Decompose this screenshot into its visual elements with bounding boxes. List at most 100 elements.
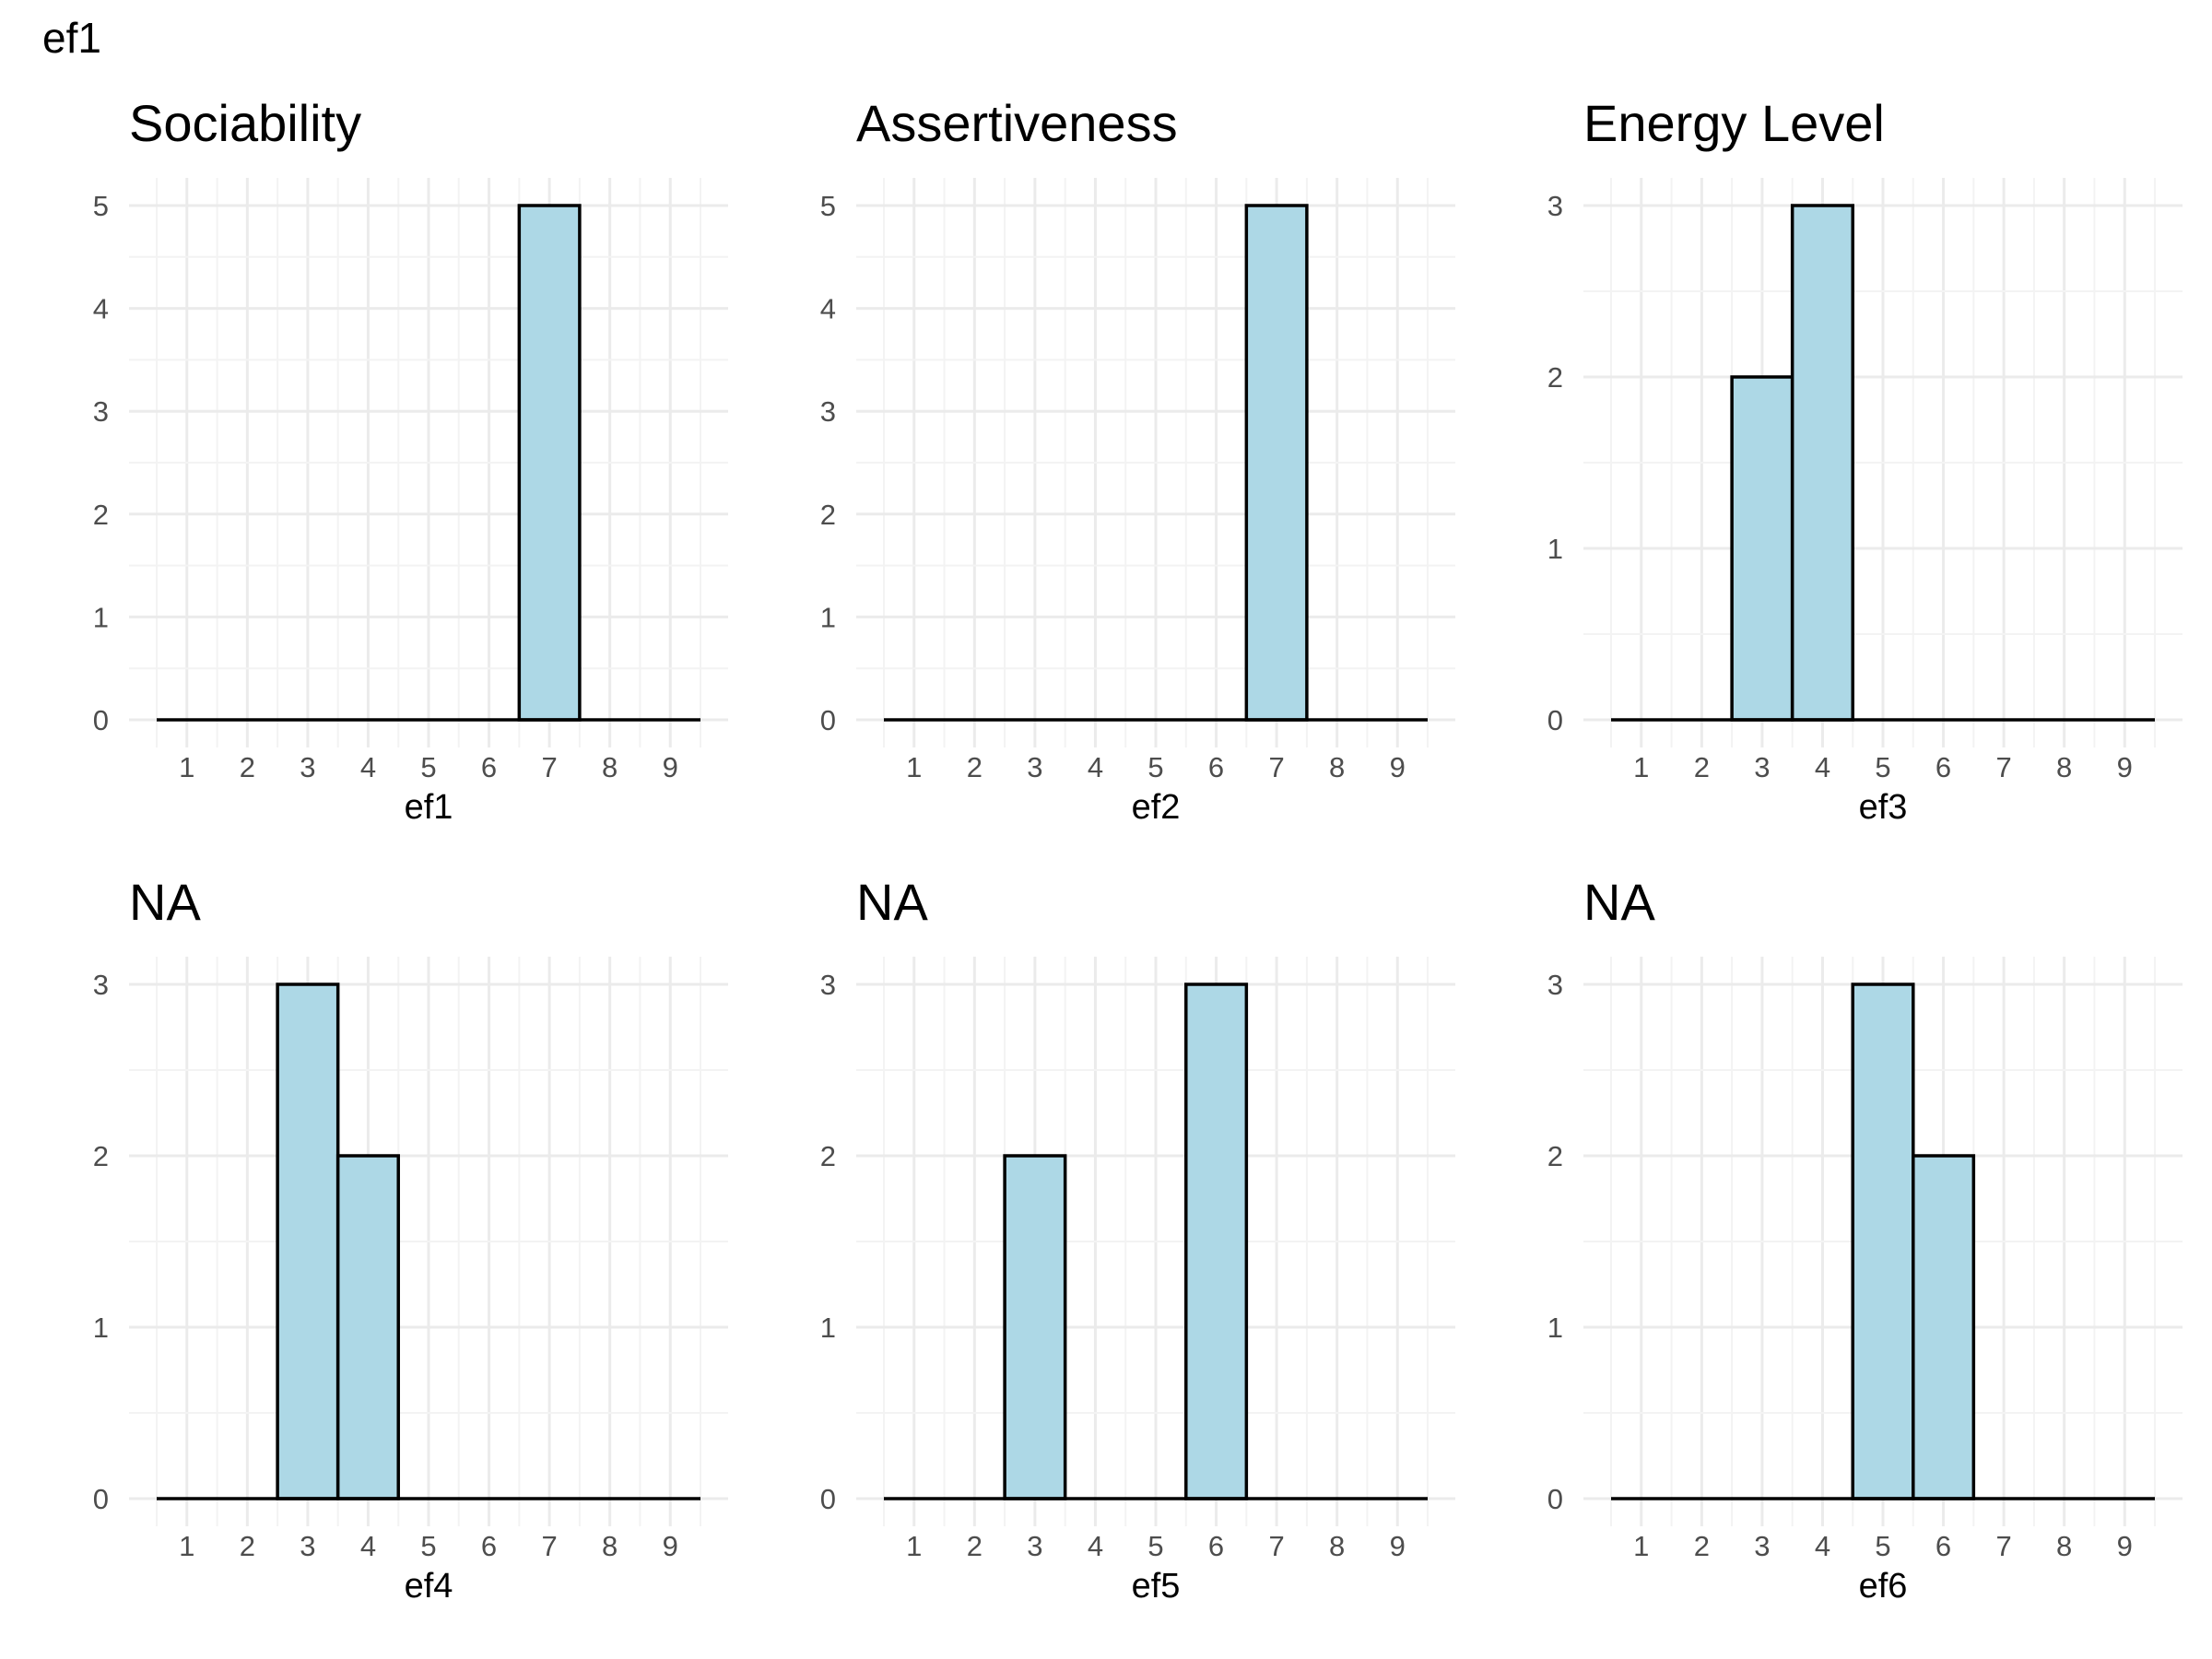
x-tick-label: 8 (1329, 1530, 1345, 1562)
x-tick-label: 9 (663, 1530, 678, 1562)
y-tick-label: 1 (820, 601, 836, 633)
x-tick-label: 8 (602, 1530, 618, 1562)
x-axis-title: ef3 (1859, 788, 1908, 827)
x-tick-label: 7 (1995, 1530, 2011, 1562)
x-axis-title: ef6 (1859, 1567, 1908, 1606)
x-tick-label: 6 (1936, 751, 1951, 783)
panel-title: Assertiveness (856, 94, 1178, 152)
bar-7 (1244, 204, 1309, 722)
y-tick-label: 3 (820, 969, 836, 1001)
x-tick-label: 5 (1875, 1530, 1890, 1562)
bar-6 (1184, 982, 1249, 1500)
y-tick-label: 2 (1547, 1140, 1563, 1172)
x-tick-label: 8 (2056, 751, 2072, 783)
y-tick-label: 4 (820, 293, 836, 325)
y-tick-label: 2 (820, 1140, 836, 1172)
x-tick-label: 4 (1815, 751, 1830, 783)
x-tick-label: 2 (1694, 1530, 1710, 1562)
x-tick-label: 1 (179, 751, 194, 783)
x-tick-label: 4 (1815, 1530, 1830, 1562)
y-tick-label: 3 (93, 395, 109, 428)
y-tick-label: 0 (93, 704, 109, 736)
x-axis-title: ef5 (1132, 1567, 1181, 1606)
y-tick-label: 0 (1547, 1483, 1563, 1515)
x-tick-label: 6 (1208, 751, 1224, 783)
x-tick-label: 5 (420, 1530, 436, 1562)
x-tick-label: 4 (360, 1530, 376, 1562)
x-tick-label: 1 (179, 1530, 194, 1562)
bar-7 (517, 204, 582, 722)
panel-5: 0 1 2 3 1 2 3 4 5 6 7 8 9 ef5 NA (820, 873, 1455, 1606)
x-tick-label: 4 (1088, 1530, 1103, 1562)
y-tick-label: 1 (1547, 1312, 1563, 1344)
y-tick-label: 2 (93, 499, 109, 531)
x-tick-label: 8 (1329, 751, 1345, 783)
x-tick-label: 1 (1633, 751, 1649, 783)
x-axis-title: ef1 (405, 788, 453, 827)
x-tick-label: 8 (2056, 1530, 2072, 1562)
page-title: ef1 (42, 14, 101, 62)
x-tick-label: 4 (1088, 751, 1103, 783)
y-tick-label: 3 (1547, 190, 1563, 222)
x-tick-label: 2 (1694, 751, 1710, 783)
x-tick-label: 2 (967, 751, 982, 783)
y-tick-label: 0 (93, 1483, 109, 1515)
x-tick-label: 6 (1936, 1530, 1951, 1562)
x-tick-label: 3 (1027, 751, 1042, 783)
x-tick-label: 9 (1390, 1530, 1406, 1562)
x-tick-label: 3 (1027, 1530, 1042, 1562)
y-tick-label: 3 (1547, 969, 1563, 1001)
x-tick-label: 6 (1208, 1530, 1224, 1562)
x-tick-label: 7 (1268, 751, 1284, 783)
panel-title: NA (129, 873, 201, 931)
x-tick-label: 8 (602, 751, 618, 783)
panel-title: NA (1583, 873, 1655, 931)
panel-2: 0 1 2 3 4 5 1 2 3 4 5 6 7 8 9 ef2 Assertiveness (820, 94, 1455, 827)
x-tick-label: 3 (1754, 751, 1770, 783)
bar-4 (1790, 204, 1854, 722)
x-tick-label: 4 (360, 751, 376, 783)
x-axis-title: ef2 (1132, 788, 1181, 827)
y-tick-label: 1 (820, 1312, 836, 1344)
panel-1: 0 1 2 3 4 5 1 2 3 4 5 6 7 8 9 ef1 Sociability (93, 94, 728, 827)
x-tick-label: 2 (240, 1530, 255, 1562)
x-tick-label: 5 (1147, 751, 1163, 783)
x-tick-label: 3 (1754, 1530, 1770, 1562)
x-tick-label: 9 (663, 751, 678, 783)
y-tick-label: 5 (820, 190, 836, 222)
x-tick-label: 5 (1147, 1530, 1163, 1562)
y-tick-label: 0 (1547, 704, 1563, 736)
x-tick-label: 6 (481, 1530, 497, 1562)
y-tick-label: 2 (93, 1140, 109, 1172)
y-tick-label: 4 (93, 293, 109, 325)
y-tick-label: 1 (93, 601, 109, 633)
x-tick-label: 7 (1268, 1530, 1284, 1562)
y-tick-label: 2 (820, 499, 836, 531)
x-tick-label: 1 (906, 1530, 922, 1562)
x-tick-label: 7 (541, 1530, 557, 1562)
panel-title: Energy Level (1583, 94, 1885, 152)
panel-4: 0 1 2 3 1 2 3 4 5 6 7 8 9 ef4 NA (93, 873, 728, 1606)
x-tick-label: 3 (300, 1530, 315, 1562)
x-tick-label: 7 (541, 751, 557, 783)
bar-5 (1851, 982, 1915, 1500)
bar-4 (335, 1154, 400, 1500)
x-tick-label: 1 (906, 751, 922, 783)
x-tick-label: 3 (300, 751, 315, 783)
x-tick-label: 5 (420, 751, 436, 783)
y-tick-label: 1 (1547, 533, 1563, 565)
x-tick-label: 5 (1875, 751, 1890, 783)
y-tick-label: 3 (820, 395, 836, 428)
y-tick-label: 1 (93, 1312, 109, 1344)
x-tick-label: 1 (1633, 1530, 1649, 1562)
bar-3 (276, 982, 340, 1500)
bar-6 (1912, 1154, 1976, 1500)
y-tick-label: 0 (820, 704, 836, 736)
bar-3 (1730, 375, 1794, 722)
bar-3 (1003, 1154, 1067, 1500)
x-tick-label: 9 (1390, 751, 1406, 783)
y-tick-label: 0 (820, 1483, 836, 1515)
y-tick-label: 5 (93, 190, 109, 222)
x-tick-label: 2 (967, 1530, 982, 1562)
